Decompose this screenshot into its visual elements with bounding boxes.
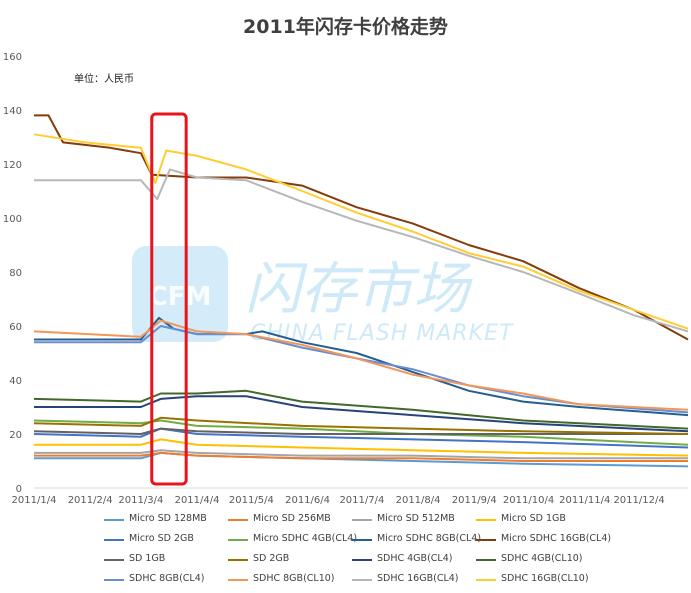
x-tick-label: 2011/9/4 bbox=[452, 495, 497, 506]
x-tick-label: 2011/11/4 bbox=[559, 495, 610, 506]
y-tick-label: 120 bbox=[3, 160, 22, 171]
x-tick-label: 2011/12/4 bbox=[613, 495, 664, 506]
watermark-text-en: CHINA FLASH MARKET bbox=[250, 321, 514, 346]
series-line bbox=[33, 133, 689, 330]
y-tick-label: 60 bbox=[9, 322, 22, 333]
x-tick-label: 2011/5/4 bbox=[229, 495, 274, 506]
x-tick-label: 2011/8/4 bbox=[396, 495, 441, 506]
y-tick-label: 100 bbox=[3, 214, 22, 225]
watermark-logo-box bbox=[132, 246, 228, 342]
unit-label: 单位：人民币 bbox=[74, 74, 134, 85]
x-tick-label: 2011/1/4 bbox=[12, 495, 57, 506]
x-tick-label: 2011/7/4 bbox=[339, 495, 384, 506]
highlight-box bbox=[150, 112, 188, 486]
series-line bbox=[34, 449, 688, 460]
x-tick-label: 2011/4/4 bbox=[175, 495, 220, 506]
series-line bbox=[33, 389, 689, 430]
series-line bbox=[34, 438, 689, 457]
y-tick-label: 140 bbox=[3, 106, 22, 117]
series-line bbox=[33, 427, 688, 435]
x-tick-label: 2011/6/4 bbox=[285, 495, 330, 506]
x-tick-label: 2011/2/4 bbox=[68, 495, 113, 506]
series-line bbox=[33, 416, 689, 435]
series-line bbox=[33, 319, 689, 411]
series-line bbox=[33, 427, 689, 449]
x-tick-label: 2011/3/4 bbox=[118, 495, 163, 506]
y-tick-label: 80 bbox=[9, 268, 22, 279]
y-tick-label: 160 bbox=[3, 52, 22, 63]
series-line bbox=[34, 114, 689, 341]
series-line bbox=[34, 168, 689, 333]
y-tick-label: 0 bbox=[16, 484, 22, 495]
series-line bbox=[34, 325, 689, 414]
y-tick-label: 20 bbox=[9, 430, 22, 441]
chart-title: 2011年闪存卡价格走势 bbox=[243, 16, 448, 38]
series-line bbox=[34, 451, 688, 462]
series-line bbox=[34, 395, 689, 433]
watermark-text-cn: 闪存市场 bbox=[245, 257, 473, 322]
x-tick-label: 2011/10/4 bbox=[503, 495, 554, 506]
watermark-logo-text: CFM bbox=[149, 282, 212, 312]
y-tick-label: 40 bbox=[9, 376, 22, 387]
